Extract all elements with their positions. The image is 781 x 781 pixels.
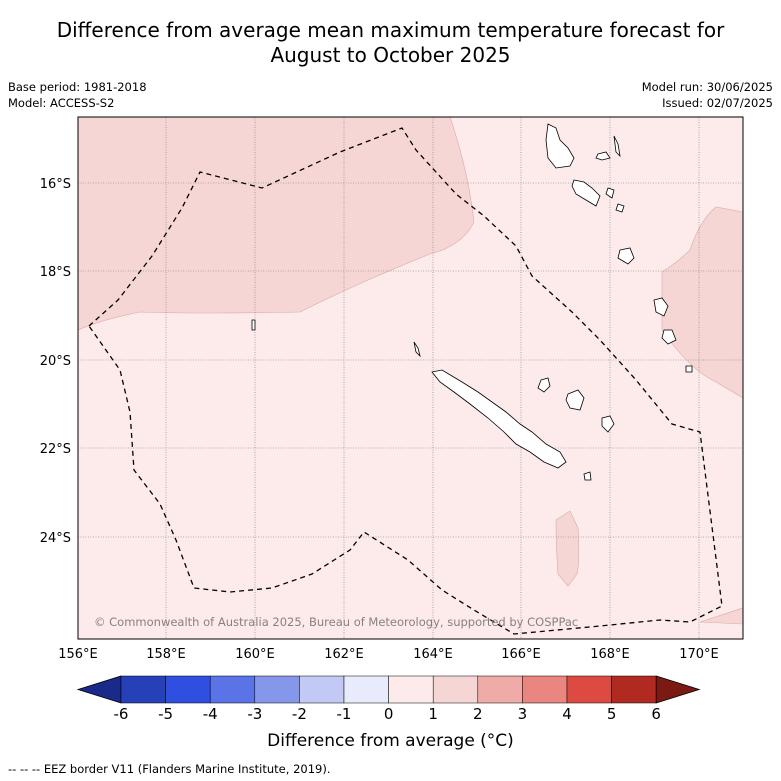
island-pentecost [613,135,621,158]
base-period: Base period: 1981-2018 [8,80,147,94]
colorbar-tick-label: 1 [428,705,438,723]
colorbar-bin [432,675,479,704]
eez-border [88,127,723,635]
island-belep [413,341,421,358]
colorbar-bin [343,675,389,704]
colorbar-bin [388,675,434,704]
latitude-labels: 16°S 18°S 20°S 22°S 24°S [40,177,71,546]
colorbar-tick-label: -2 [292,705,307,723]
anomaly-region-south [555,510,580,587]
colorbar-bin [254,675,300,704]
colorbar: -6 -5 -4 -3 -2 -1 0 1 2 3 4 5 6 [76,675,701,723]
metadata-right: Model run: 30/06/2025 Issued: 02/07/2025 [642,79,773,111]
lat-label: 22°S [40,442,71,457]
lon-label: 158°E [146,647,186,662]
colorbar-extension-high [655,675,701,704]
lon-label: 166°E [501,647,541,662]
colorbar-bin [522,675,568,704]
lon-label: 168°E [590,647,630,662]
island-ambae [595,151,611,161]
lon-label: 162°E [324,647,364,662]
colorbar-extension-low [76,675,122,704]
anomaly-region-southeast [699,607,743,625]
colorbar-tick-label: 0 [384,705,394,723]
lat-label: 16°S [40,177,71,192]
colorbar-title: Difference from average (°C) [267,731,514,751]
model-name: Model: ACCESS-S2 [8,96,115,110]
map-frame [77,116,744,640]
colorbar-bin [611,675,657,704]
colorbar-tick-label: 5 [607,705,617,723]
colorbar-tick-label: 2 [473,705,483,723]
lat-label: 20°S [40,354,71,369]
issued-date: Issued: 02/07/2025 [662,96,773,110]
lat-label: 24°S [40,531,71,546]
island-ouvea [537,377,551,393]
colorbar-bin [477,675,523,704]
island-isle-of-pines [583,471,592,481]
model-run: Model run: 30/06/2025 [641,80,773,94]
lat-label: 18°S [40,265,71,280]
island-mare [601,415,615,433]
colorbar-tick-label: -6 [114,705,129,723]
colorbar-bin [209,675,256,704]
title-line-2: August to October 2025 [270,43,511,67]
coastlines [251,123,693,481]
map-title: Difference from average mean maximum tem… [0,18,781,68]
colorbar-tick-label: 4 [562,705,572,723]
graticule [78,117,743,639]
longitude-labels: 156°E 158°E 160°E 162°E 164°E 166°E 168°… [58,647,719,662]
metadata-left: Base period: 1981-2018 Model: ACCESS-S2 [8,79,147,111]
colorbar-tick-label: -4 [203,705,218,723]
anomaly-region-northwest [78,117,475,331]
island-malekula [571,179,601,207]
colorbar-tick-label: 3 [518,705,528,723]
colorbar-tick-label: 6 [651,705,661,723]
colorbar-bin [299,675,345,704]
island-new-caledonia [431,369,567,469]
lon-label: 160°E [235,647,275,662]
island-epi [615,203,625,213]
island-chesterfield [251,319,256,331]
lon-label: 156°E [58,647,98,662]
colorbar-tick-label: -1 [337,705,352,723]
title-line-1: Difference from average mean maximum tem… [56,18,725,42]
island-espiritu-santo [545,123,575,169]
island-ambrym [605,187,615,199]
anomaly-region-east [661,206,743,399]
island-lifou [565,389,585,411]
colorbar-bin [566,675,612,704]
island-tanna [653,297,669,317]
lon-label: 164°E [413,647,453,662]
eez-footnote: -- -- -- EEZ border V11 (Flanders Marine… [8,762,331,776]
colorbar-bin [120,675,166,704]
island-hunter [685,365,693,373]
colorbar-bin [165,675,211,704]
island-efate [617,247,635,265]
island-aneityum [661,329,677,345]
colorbar-tick-label: -3 [247,705,262,723]
colorbar-tick-label: -5 [158,705,173,723]
copyright-text: © Commonwealth of Australia 2025, Bureau… [94,615,578,629]
lon-label: 170°E [679,647,719,662]
